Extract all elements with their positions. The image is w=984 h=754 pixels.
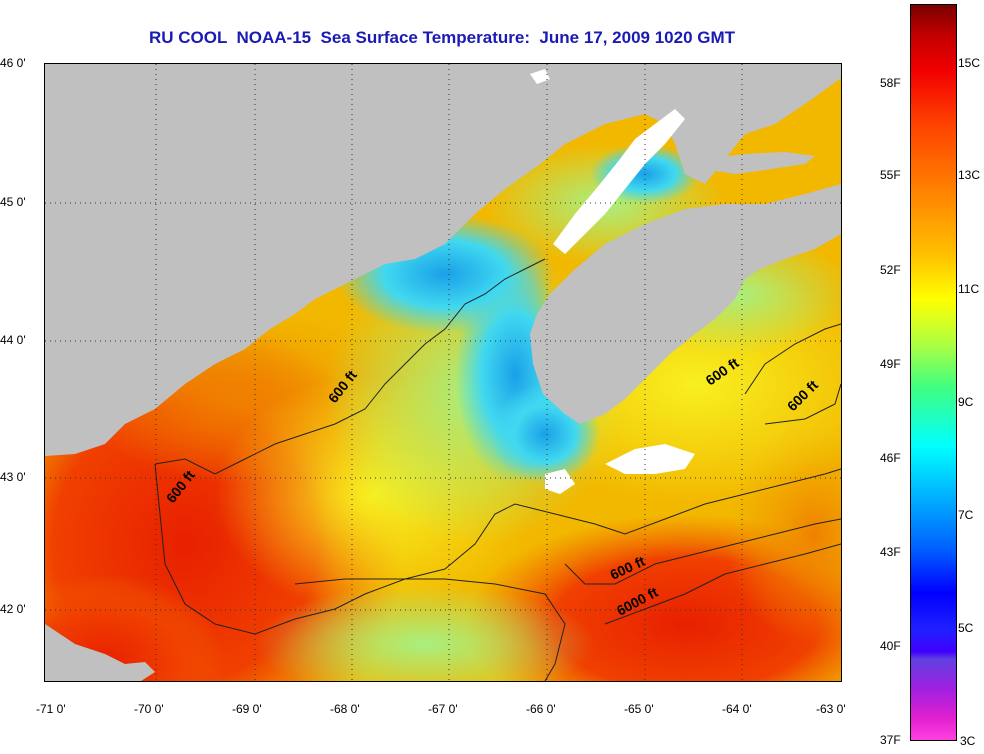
colorbar-celsius-label: 9C bbox=[958, 395, 974, 409]
sst-map: 600 ft 600 ft 600 ft 600 ft 600 ft 6000 … bbox=[44, 63, 842, 682]
colorbar-fahrenheit-label: 37F bbox=[880, 733, 901, 747]
colorbar-fahrenheit-label: 55F bbox=[880, 168, 901, 182]
sst-map-canvas: 600 ft 600 ft 600 ft 600 ft 600 ft 6000 … bbox=[45, 64, 841, 681]
lon-label: -68 0' bbox=[330, 702, 360, 716]
colorbar-celsius-label: 5C bbox=[958, 621, 974, 635]
lon-label: -70 0' bbox=[134, 702, 164, 716]
colorbar-fahrenheit-label: 46F bbox=[880, 451, 901, 465]
lon-label: -69 0' bbox=[232, 702, 262, 716]
lat-label: 43 0' bbox=[0, 470, 26, 484]
lon-label: -71 0' bbox=[36, 702, 66, 716]
colorbar-celsius-label: 3C bbox=[960, 734, 976, 748]
colorbar-celsius-label: 7C bbox=[958, 508, 974, 522]
lat-label: 42 0' bbox=[0, 602, 26, 616]
depth-contours bbox=[154, 258, 841, 681]
lat-label: 45 0' bbox=[0, 195, 26, 209]
lon-label: -65 0' bbox=[624, 702, 654, 716]
colorbar-celsius-label: 11C bbox=[958, 282, 980, 296]
colorbar-celsius-label: 13C bbox=[958, 168, 981, 182]
colorbar-fahrenheit-label: 49F bbox=[880, 357, 901, 371]
colorbar-fahrenheit-label: 58F bbox=[880, 76, 901, 90]
colorbar-celsius-label: 15C bbox=[958, 56, 981, 70]
map-title: RU COOL NOAA-15 Sea Surface Temperature:… bbox=[148, 28, 736, 47]
lon-label: -66 0' bbox=[526, 702, 556, 716]
colorbar-fahrenheit-label: 52F bbox=[880, 263, 901, 277]
land bbox=[45, 64, 841, 681]
temperature-colorbar bbox=[910, 4, 957, 741]
lat-label: 44 0' bbox=[0, 333, 26, 347]
colorbar-fahrenheit-label: 43F bbox=[880, 545, 901, 559]
colorbar-fahrenheit-label: 40F bbox=[880, 639, 901, 653]
lat-label: 46 0' bbox=[0, 56, 26, 70]
cloud-mask bbox=[530, 69, 695, 494]
lon-label: -64 0' bbox=[722, 702, 752, 716]
lon-label: -67 0' bbox=[428, 702, 458, 716]
lon-label: -63 0' bbox=[816, 702, 846, 716]
